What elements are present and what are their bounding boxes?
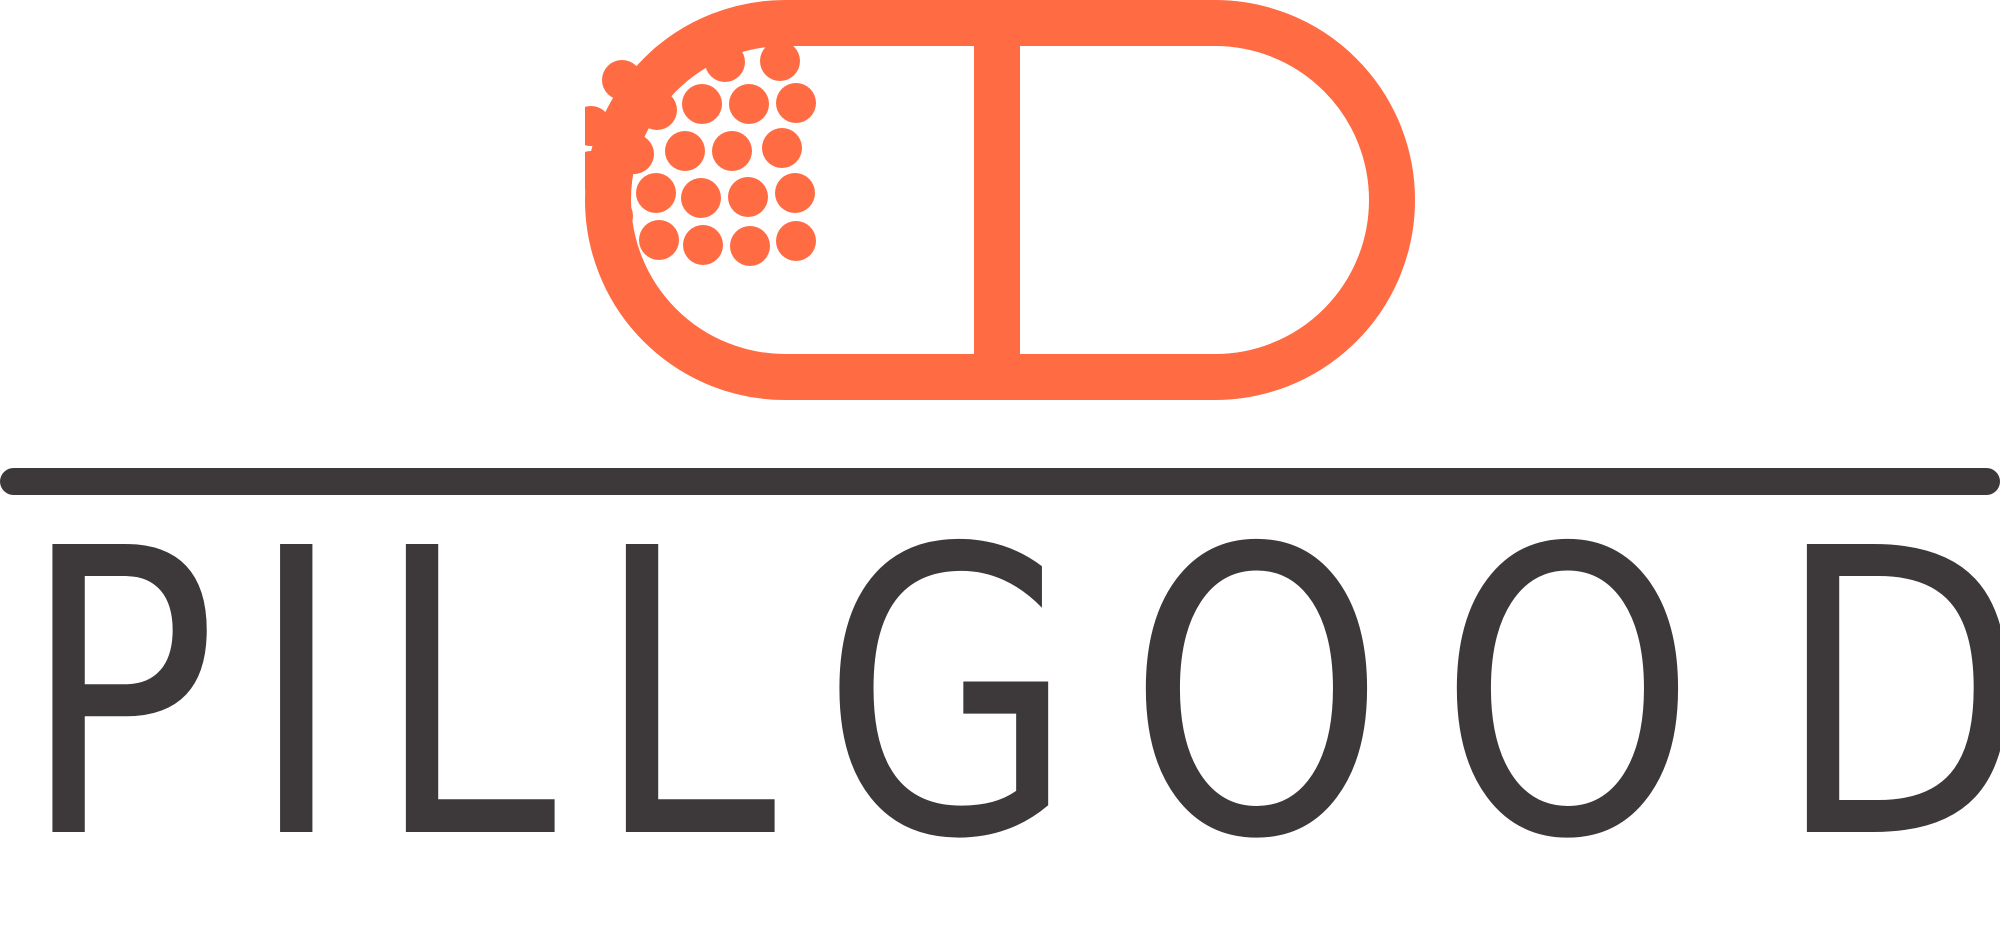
granule-dot — [639, 220, 679, 260]
granule-dot — [602, 60, 642, 100]
wordmark-letter-l: L — [593, 466, 777, 926]
granule-dot — [775, 173, 815, 213]
granule-dot — [730, 226, 770, 266]
granule-dot — [585, 151, 611, 191]
granule-dot — [648, 43, 688, 83]
granule-dot — [776, 83, 816, 123]
granule-dot — [762, 128, 802, 168]
granule-dot — [636, 173, 676, 213]
granule-dot — [665, 131, 705, 171]
capsule-divider — [974, 12, 1020, 390]
granule-dot — [614, 134, 654, 174]
wordmark-letter-d: D — [1775, 499, 2000, 894]
granule-dot — [776, 221, 816, 261]
granule-dot — [682, 84, 722, 124]
wordmark-letter-i: I — [248, 466, 345, 926]
brand-name: PILLGOOD — [0, 696, 1, 697]
granule-dot — [585, 106, 611, 146]
pill-capsule-icon — [585, 0, 1415, 400]
capsule-granules — [585, 41, 816, 266]
granule-dot — [681, 178, 721, 218]
granule-dot — [729, 84, 769, 124]
granule-dot — [705, 42, 745, 82]
granule-dot — [637, 90, 677, 130]
granule-dot — [712, 131, 752, 171]
divider-bar — [0, 468, 2000, 495]
granule-dot — [728, 177, 768, 217]
brand-wordmark: PILLGOOD P I L L G O O D — [0, 499, 2000, 894]
granule-dot — [760, 41, 800, 81]
wordmark-letter-g: G — [820, 466, 1075, 926]
wordmark-letter-l: L — [373, 466, 557, 926]
wordmark-letter-o: O — [1438, 466, 1697, 926]
granule-dot — [593, 196, 633, 236]
wordmark-letter-p: P — [20, 466, 218, 926]
granule-dot — [683, 225, 723, 265]
wordmark-letter-o: O — [1127, 466, 1386, 926]
